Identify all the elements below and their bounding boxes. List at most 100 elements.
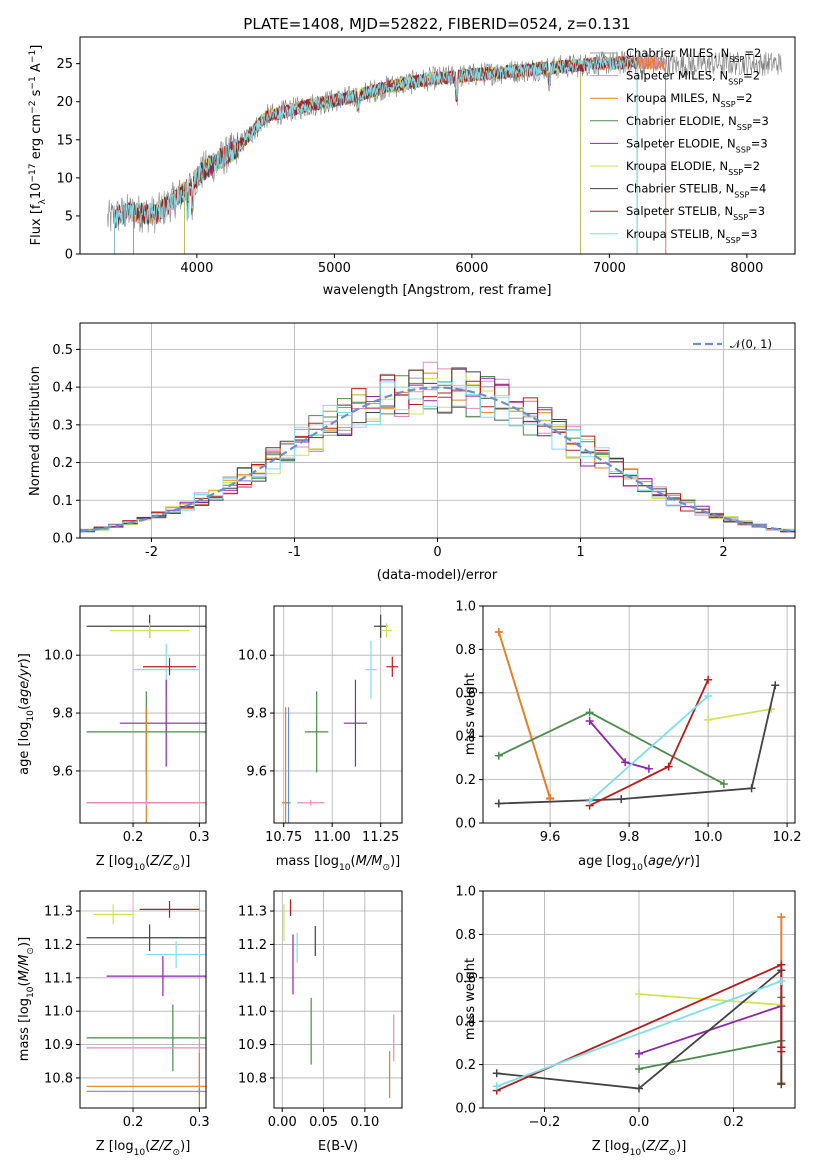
errorbar-point-8: [86, 1052, 206, 1108]
plot-area: [80, 891, 206, 1108]
y-tick-label: 1.0: [455, 600, 476, 615]
legend-entry: Chabrier STELIB, NSSP=4: [626, 182, 766, 200]
x-tick-label: 0.05: [309, 1115, 338, 1130]
x-tick-label: 0.3: [189, 1115, 210, 1130]
axes-frame: [79, 605, 207, 824]
series-line: [638, 993, 782, 1006]
y-tick-label: 9.8: [246, 707, 267, 722]
y-tick-label: 10.0: [238, 649, 267, 664]
errorbar-point-2: [93, 904, 134, 925]
weight-series-2: [494, 628, 555, 803]
series-line: [707, 708, 772, 721]
axes-frame: [482, 890, 796, 1109]
x-tick-label: 0: [433, 545, 441, 560]
y-axis-label: Flux [fλ10−17 erg cm−2 s−1 A−1]: [28, 45, 48, 246]
legend-entry: Kroupa STELIB, NSSP=3: [626, 227, 758, 245]
plot-area: [483, 606, 795, 823]
y-tick-label: 9.6: [246, 764, 267, 779]
y-tick-label: 11.1: [44, 971, 73, 986]
series-marker: [777, 1080, 786, 1089]
y-tick-label: 0.0: [52, 532, 73, 547]
y-tick-label: 10.9: [238, 1038, 267, 1053]
plot-area: [80, 323, 795, 538]
weight-series-7: [492, 960, 786, 1095]
x-tick-label: 0.3: [189, 830, 210, 845]
y-tick-label: 10: [56, 171, 73, 186]
x-tick-label: 11.00: [314, 830, 351, 845]
series-marker: [704, 675, 713, 684]
weight-series-3: [494, 708, 728, 788]
series-marker: [777, 913, 786, 922]
x-tick-label: 5000: [318, 261, 351, 276]
x-axis-label: Z [log10(Z/Z⊙)]: [592, 1139, 687, 1158]
x-tick-label: 0.0: [629, 1115, 650, 1130]
plot-area: [483, 891, 795, 1108]
weight-series-3: [635, 993, 786, 1073]
series-marker: [704, 715, 713, 724]
legend-entry: Chabrier ELODIE, NSSP=3: [626, 114, 769, 132]
series-marker: [617, 795, 626, 804]
series-line: [498, 684, 777, 805]
x-tick-label: 0.2: [123, 1115, 144, 1130]
series-marker: [585, 797, 594, 806]
y-tick-label: 0.2: [455, 1058, 476, 1073]
y-tick-label: 9.6: [52, 764, 73, 779]
plot-area: [274, 606, 402, 823]
series-line: [498, 711, 725, 785]
errorbar-point-9: [286, 707, 291, 823]
y-tick-label: 0.6: [455, 686, 476, 701]
y-tick-label: 0.5: [52, 343, 73, 358]
series-line: [496, 980, 782, 1088]
series-marker: [492, 1069, 501, 1078]
y-tick-label: 0.2: [52, 456, 73, 471]
errorbar-point-2: [380, 623, 393, 638]
weight-series-5: [635, 990, 786, 1009]
y-tick-label: 10.9: [44, 1038, 73, 1053]
y-axis-label: mass weight: [463, 673, 478, 755]
weight-series-8: [585, 692, 713, 806]
chart-age-vs-z: 0.2 0.3 9.6 9.8 10.0 Z [log10(Z/Z⊙)] age [log1…: [17, 605, 210, 873]
weight-series-6: [494, 681, 780, 808]
series-marker: [719, 779, 728, 788]
axes-frame: [79, 322, 796, 539]
x-tick-label: 9.6: [540, 830, 561, 845]
legend: Chabrier MILES, NSSP=2 Salpeter MILES, NS…: [590, 46, 769, 244]
y-tick-label: 0: [65, 248, 73, 263]
axes-frame: [79, 36, 796, 255]
x-axis-label: Z [log10(Z/Z⊙)]: [96, 854, 191, 873]
x-tick-label: -1: [288, 545, 301, 560]
series-marker: [635, 990, 643, 999]
x-tick-label: 4000: [180, 261, 213, 276]
y-tick-label: 0.8: [455, 643, 476, 658]
x-tick-label: 0.00: [268, 1115, 297, 1130]
x-tick-label: 9.8: [619, 830, 640, 845]
x-axis-label: age [log10(age/yr)]: [578, 854, 700, 873]
x-axis-label: E(B-V): [318, 1139, 358, 1154]
errorbar-point-3: [365, 640, 377, 699]
errorbar-point-1: [139, 901, 200, 918]
y-tick-label: 20: [56, 95, 73, 110]
spectrum-model-line-7: [114, 56, 638, 254]
y-tick-label: 0.1: [52, 494, 73, 509]
y-tick-label: 11.3: [44, 905, 73, 920]
y-tick-label: 0.8: [455, 928, 476, 943]
x-tick-label: 0.2: [123, 830, 144, 845]
series-marker: [585, 717, 594, 726]
x-tick-label: 0.10: [350, 1115, 379, 1130]
y-tick-label: 0.2: [455, 773, 476, 788]
errorbar-point-4: [146, 941, 206, 968]
chart-mass-vs-ebv: 0.00 0.05 0.10 10.8 10.9 11.0 11.1 11.2 11.3 E(B-…: [238, 890, 403, 1154]
plot-area: [274, 891, 402, 1108]
y-axis-label: age [log10(age/yr)]: [17, 653, 36, 775]
figure-title: PLATE=1408, MJD=52822, FIBERID=0524, z=0…: [243, 15, 630, 33]
axes-frame: [79, 890, 207, 1109]
x-axis-label: (data-model)/error: [377, 568, 498, 583]
y-axis-label: mass [log10(M/M⊙)]: [17, 937, 36, 1061]
x-tick-label: 10.0: [694, 830, 723, 845]
normal-reference-curve: [80, 386, 795, 533]
y-tick-label: 0.3: [52, 418, 73, 433]
series-marker: [704, 692, 713, 701]
y-tick-label: 10.8: [44, 1071, 73, 1086]
axes-frame: [273, 890, 403, 1109]
y-tick-label: 11.3: [238, 905, 267, 920]
